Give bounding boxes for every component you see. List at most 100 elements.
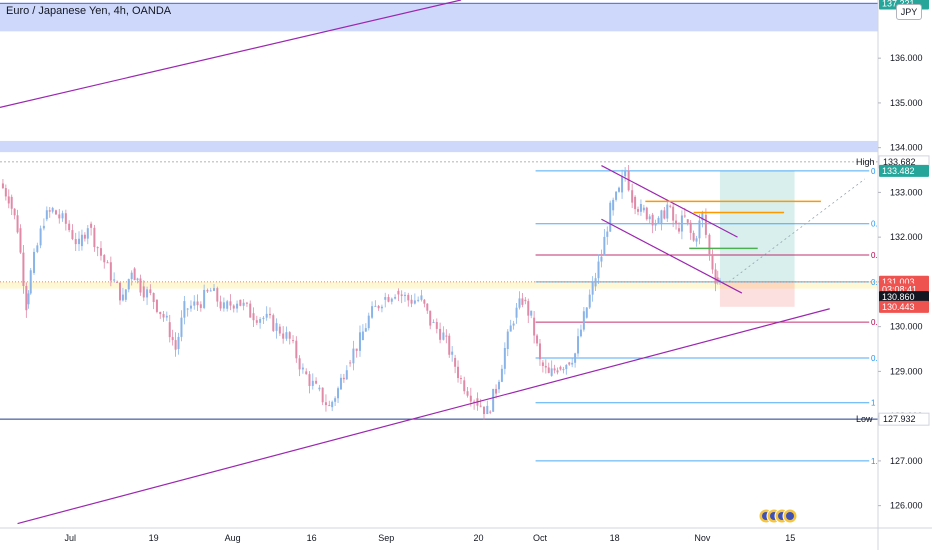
- fib-level-label: 1: [871, 399, 876, 408]
- candle-body: [577, 336, 580, 354]
- candle-body: [695, 238, 698, 242]
- candle-body: [716, 277, 719, 282]
- candle-body: [209, 290, 212, 292]
- target-zone: [719, 170, 795, 282]
- candle-body: [213, 288, 216, 291]
- zone-band: [0, 281, 878, 289]
- candle-body: [380, 306, 383, 309]
- candle-body: [155, 299, 158, 312]
- candle-body: [245, 302, 248, 304]
- high-label: High: [856, 157, 875, 167]
- y-tick-label: 133.000: [890, 187, 923, 197]
- candle-body: [349, 362, 352, 364]
- candle-body: [571, 362, 574, 365]
- candle-body: [556, 370, 559, 373]
- candle-body: [334, 398, 337, 402]
- candle-body: [527, 301, 530, 316]
- candle-body: [442, 332, 445, 340]
- trendline: [0, 0, 462, 108]
- candle-body: [337, 388, 340, 399]
- x-tick-label: 20: [474, 533, 484, 543]
- candle-body: [342, 377, 345, 380]
- candle-body: [410, 299, 413, 304]
- candle-body: [521, 298, 524, 305]
- candle-body: [432, 322, 435, 324]
- candle-body: [86, 228, 89, 239]
- candle-body: [222, 302, 225, 309]
- candle-body: [541, 362, 544, 366]
- x-tick-label: Sep: [378, 533, 394, 543]
- candle-body: [417, 299, 420, 301]
- candle-body: [311, 380, 314, 386]
- price-tag-label: 131.003: [882, 277, 915, 287]
- price-tag: [879, 291, 929, 304]
- candle-body: [355, 348, 358, 351]
- y-tick-label: 136.000: [890, 53, 923, 63]
- candle-body: [637, 209, 640, 212]
- candle-body: [689, 222, 692, 233]
- candle-body: [645, 207, 648, 220]
- candle-body: [524, 299, 527, 302]
- candle-body: [262, 317, 265, 320]
- zone-band: [0, 2, 878, 32]
- candle-body: [585, 307, 588, 318]
- fib-level-label: 0.: [871, 354, 878, 363]
- candle-body: [162, 314, 165, 318]
- candle-body: [533, 317, 536, 336]
- candle-body: [479, 405, 482, 407]
- candle-body: [331, 401, 334, 408]
- candle-body: [591, 281, 594, 295]
- chart-title: Euro / Japanese Yen, 4h, OANDA: [6, 5, 172, 17]
- candle-body: [642, 207, 645, 211]
- candle-body: [130, 272, 133, 280]
- event-icon-core: [786, 512, 794, 520]
- candle-body: [174, 340, 177, 350]
- candle-body: [559, 366, 562, 370]
- x-tick-label: 18: [610, 533, 620, 543]
- candle-body: [58, 214, 61, 219]
- candle-body: [275, 323, 278, 331]
- candle-body: [183, 301, 186, 318]
- candle-body: [463, 380, 466, 392]
- candle-body: [324, 402, 327, 406]
- candle-body: [621, 176, 624, 193]
- candle-body: [624, 171, 627, 177]
- candle-body: [701, 211, 704, 221]
- candle-body: [116, 281, 119, 283]
- candle-body: [216, 288, 219, 302]
- candle-body: [80, 234, 83, 247]
- price-tag-label: 130.860: [882, 292, 915, 302]
- candle-body: [328, 405, 331, 407]
- candle-body: [168, 322, 171, 338]
- candle-body: [423, 299, 426, 304]
- candle-body: [345, 370, 348, 380]
- candle-body: [500, 368, 503, 382]
- candle-body: [142, 286, 145, 298]
- candle-body: [339, 377, 342, 390]
- candle-body: [708, 234, 711, 255]
- x-tick-label: Nov: [694, 533, 711, 543]
- y-tick-label: 130.000: [890, 322, 923, 332]
- candle-body: [199, 304, 202, 308]
- candle-body: [672, 206, 675, 221]
- candle-body: [482, 406, 485, 415]
- candle-body: [298, 358, 301, 370]
- candle-body: [146, 289, 149, 298]
- candle-body: [19, 228, 22, 253]
- candle-body: [459, 378, 462, 380]
- currency-badge[interactable]: JPY: [896, 4, 922, 20]
- candle-body: [371, 306, 374, 318]
- candle-body: [165, 315, 168, 318]
- candle-body: [473, 401, 476, 403]
- candle-body: [36, 245, 39, 252]
- price-tag: [879, 164, 929, 177]
- candle-body: [1, 183, 4, 189]
- candle-body: [568, 362, 571, 365]
- candle-body: [282, 333, 285, 339]
- candle-body: [288, 332, 291, 339]
- candle-body: [603, 236, 606, 256]
- candle-body: [121, 294, 124, 301]
- candle-body: [193, 301, 196, 306]
